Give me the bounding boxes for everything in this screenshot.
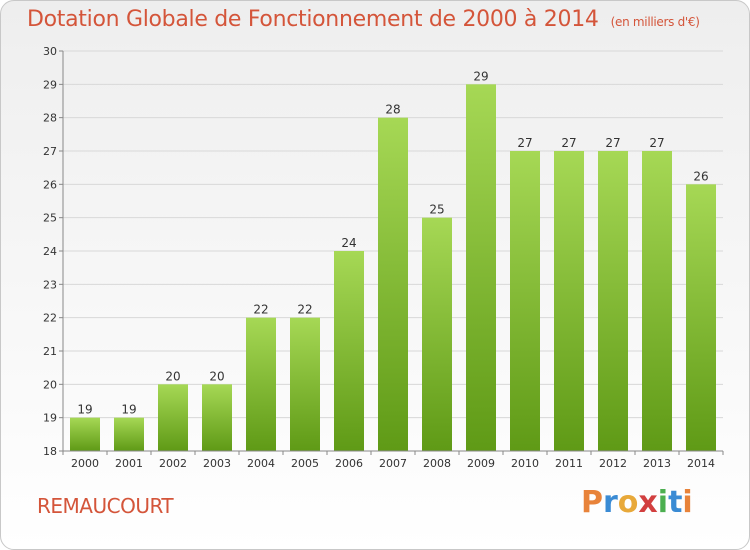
y-tick-label: 18 — [43, 445, 57, 458]
bar — [686, 184, 716, 452]
y-tick-label: 21 — [43, 345, 57, 358]
data-label: 20 — [209, 369, 224, 383]
bar — [554, 151, 584, 451]
data-label: 22 — [297, 303, 312, 317]
y-tick-label: 24 — [43, 245, 57, 258]
bar — [598, 151, 628, 451]
bars — [70, 84, 716, 452]
data-label: 19 — [77, 403, 92, 417]
y-tick-label: 26 — [43, 178, 57, 191]
x-tick-label: 2006 — [335, 457, 363, 470]
chart-title: Dotation Globale de Fonctionnement de 20… — [27, 7, 700, 32]
data-label: 25 — [429, 203, 444, 217]
x-tick-label: 2007 — [379, 457, 407, 470]
bar — [642, 151, 672, 451]
x-tick-label: 2010 — [511, 457, 539, 470]
data-label: 27 — [517, 136, 532, 150]
x-tick-label: 2000 — [71, 457, 99, 470]
y-tick-label: 27 — [43, 145, 57, 158]
chart-subtitle: (en milliers d'€) — [610, 15, 700, 29]
x-tick-label: 2009 — [467, 457, 495, 470]
bar — [114, 417, 144, 451]
x-tick-label: 2004 — [247, 457, 275, 470]
data-label: 27 — [605, 136, 620, 150]
bar — [334, 251, 364, 451]
y-tick-label: 28 — [43, 112, 57, 125]
commune-name: REMAUCOURT — [37, 494, 174, 518]
chart-title-text: Dotation Globale de Fonctionnement de 20… — [27, 7, 599, 32]
y-tick-label: 23 — [43, 278, 57, 291]
bar — [422, 217, 452, 451]
x-tick-label: 2003 — [203, 457, 231, 470]
bar — [246, 317, 276, 451]
axes: 18 19 20 21 22 23 24 25 26 27 28 29 30 2000 2001 2002 20… — [43, 45, 724, 470]
y-tick-label: 25 — [43, 212, 57, 225]
x-tick-label: 2013 — [643, 457, 671, 470]
bar — [158, 384, 188, 451]
proxiti-logo: Proxiti — [581, 485, 693, 520]
bar — [70, 417, 100, 451]
bar — [378, 117, 408, 452]
y-tick-label: 19 — [43, 412, 57, 425]
y-tick-label: 20 — [43, 378, 57, 391]
bar — [510, 151, 540, 451]
y-tick-label: 22 — [43, 312, 57, 325]
data-label: 22 — [253, 303, 268, 317]
data-label: 19 — [121, 403, 136, 417]
data-label: 27 — [649, 136, 664, 150]
bar — [202, 384, 232, 451]
data-label: 20 — [165, 369, 180, 383]
x-tick-label: 2002 — [159, 457, 187, 470]
data-label: 26 — [693, 169, 708, 183]
x-tick-label: 2014 — [687, 457, 715, 470]
x-tick-label: 2008 — [423, 457, 451, 470]
x-tick-label: 2011 — [555, 457, 583, 470]
data-label: 24 — [341, 236, 356, 250]
x-tick-label: 2012 — [599, 457, 627, 470]
data-label: 28 — [385, 103, 400, 117]
bar — [290, 317, 320, 451]
y-tick-label: 30 — [43, 45, 57, 58]
y-tick-label: 29 — [43, 78, 57, 91]
data-label: 29 — [473, 69, 488, 83]
data-label: 27 — [561, 136, 576, 150]
x-tick-label: 2005 — [291, 457, 319, 470]
data-labels: 19 19 20 20 22 22 24 28 25 29 27 27 27 27 26 — [77, 69, 708, 416]
x-tick-label: 2001 — [115, 457, 143, 470]
bar — [466, 84, 496, 451]
